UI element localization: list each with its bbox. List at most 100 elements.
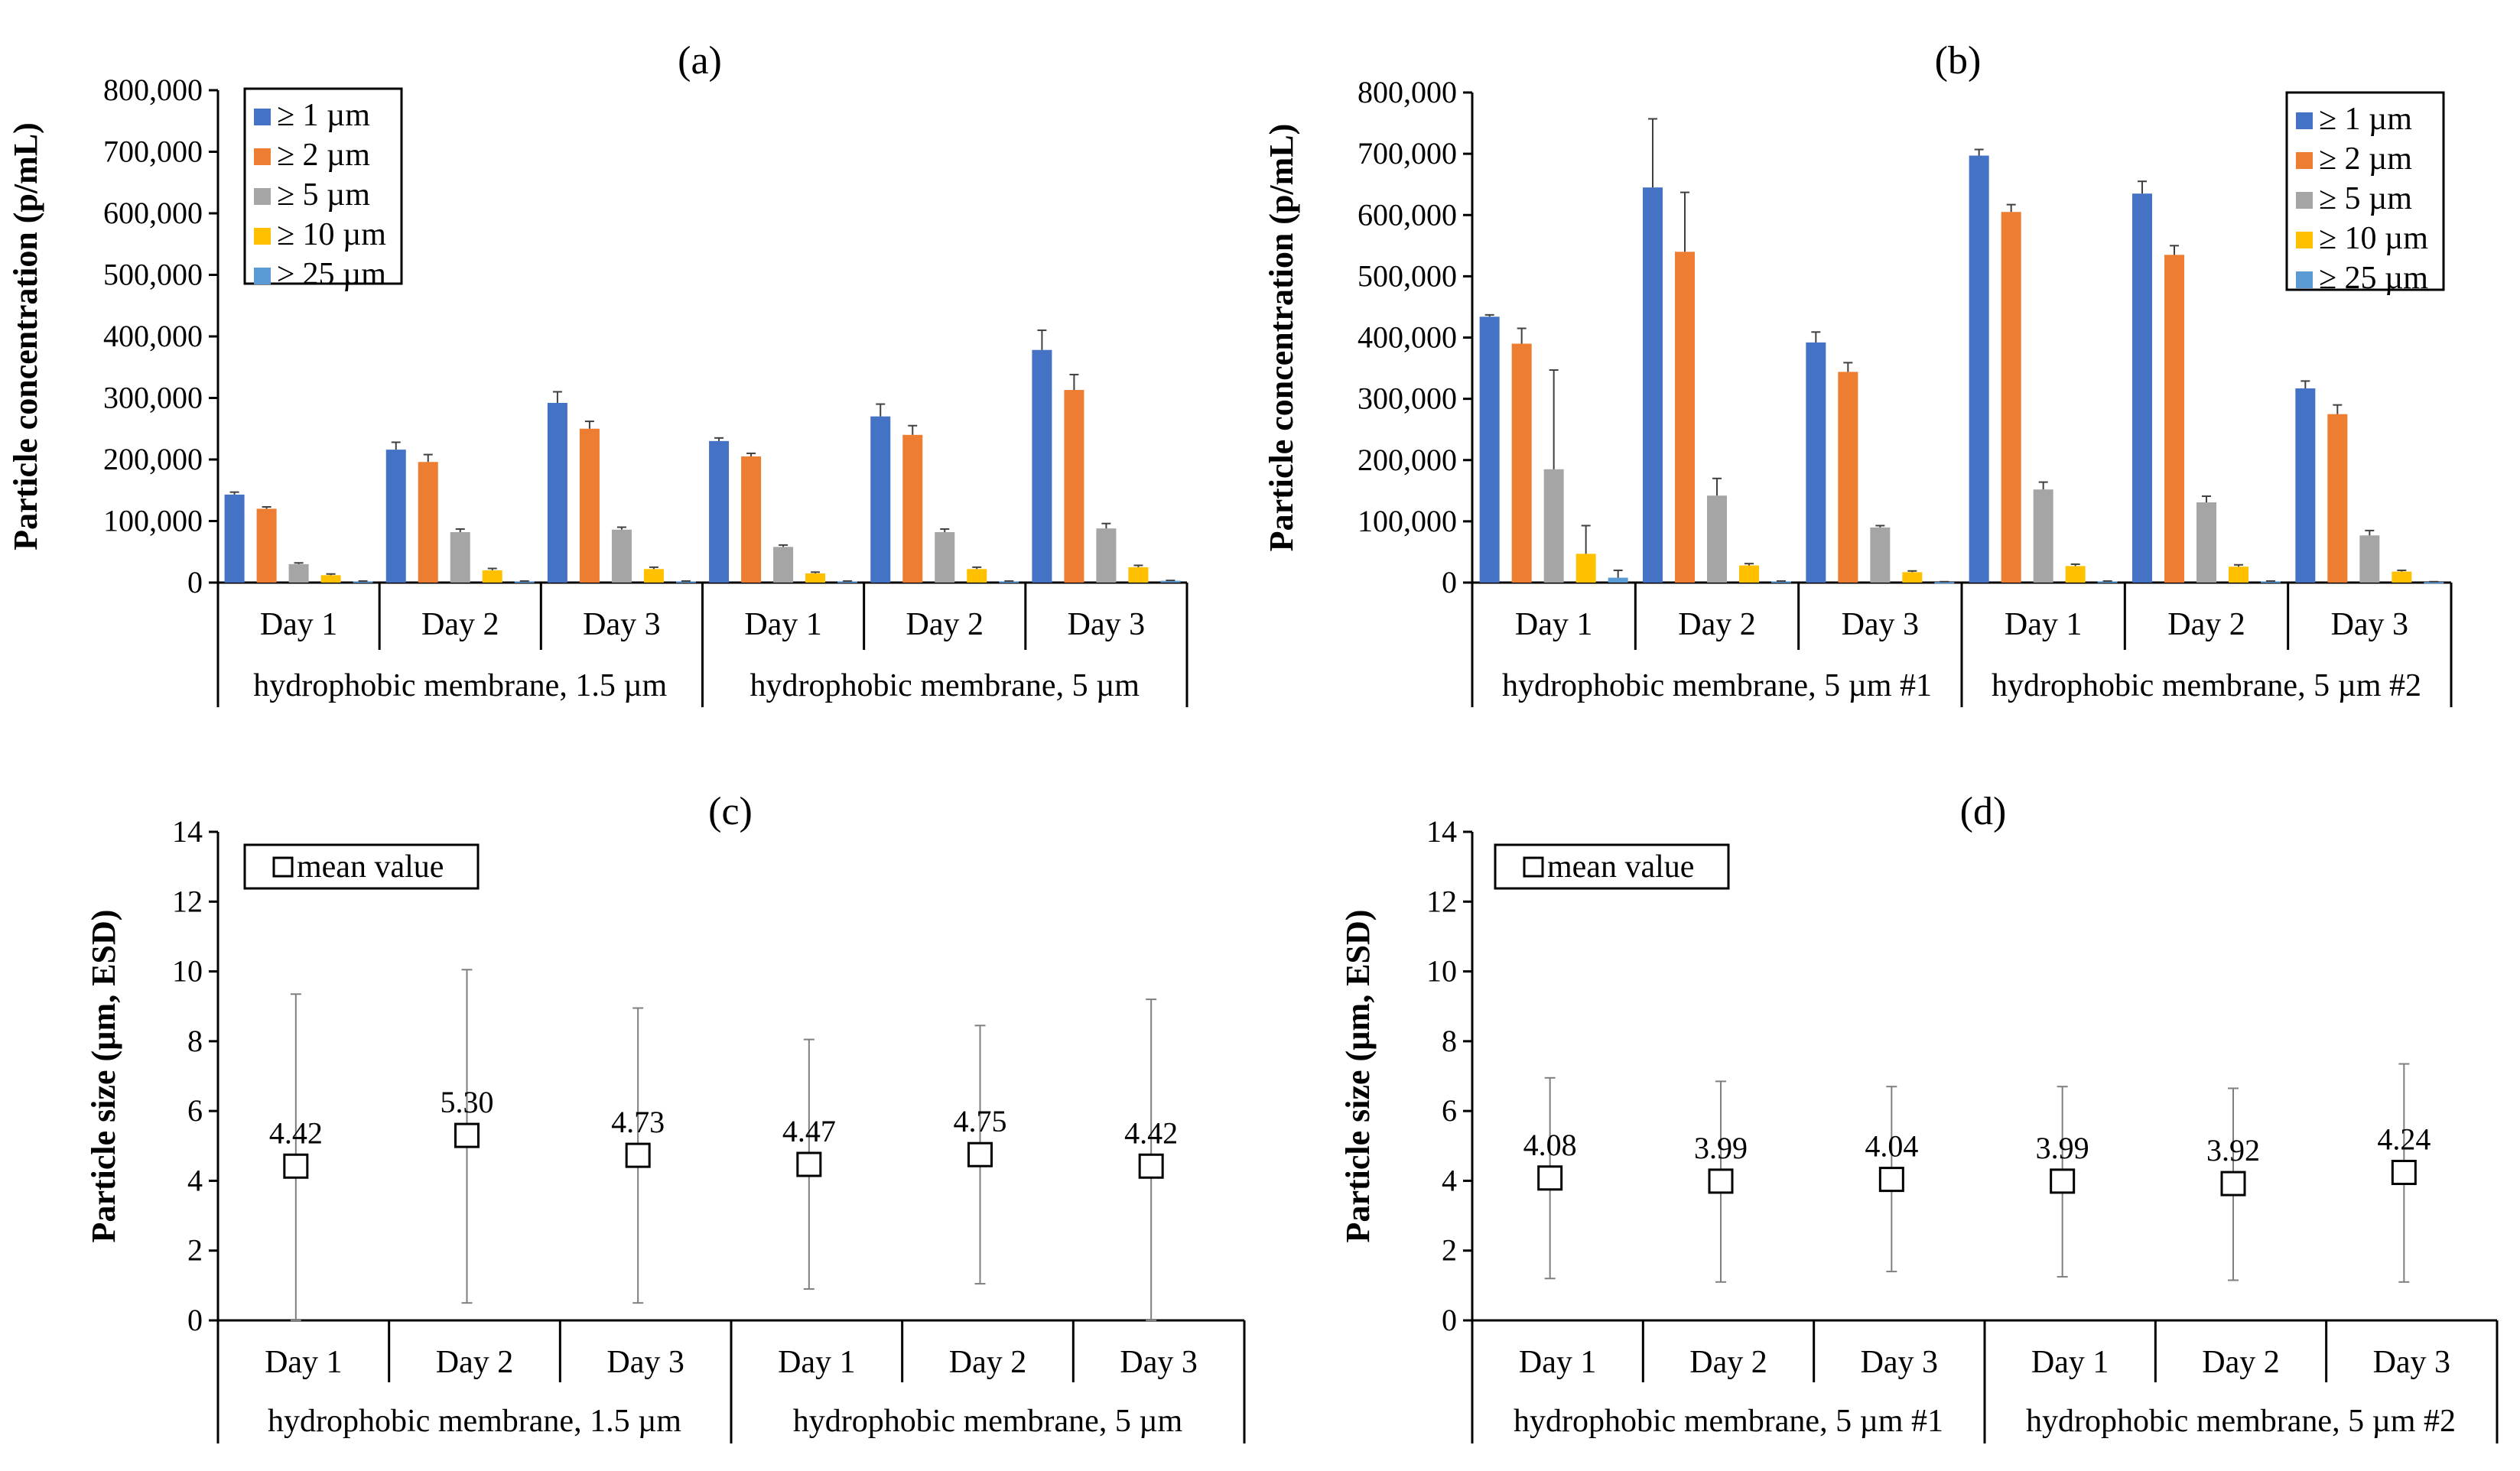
x-category-label: Day 1: [2031, 1345, 2109, 1380]
data-label: 4.75: [954, 1104, 1007, 1138]
bar: [1608, 577, 1628, 583]
bar: [256, 508, 277, 583]
panel-b: 0 100,000 200,000 300,000 400,000 500,000 600,…: [1263, 39, 2453, 707]
data-label: 4.47: [782, 1114, 836, 1148]
y-tick-label: 12: [172, 884, 203, 918]
x-category-label: Day 1: [778, 1345, 855, 1380]
x-category-label: Day 1: [260, 607, 337, 642]
legend-label: ≥ 2 µm: [2319, 141, 2412, 177]
bar: [385, 450, 406, 583]
bar: [288, 563, 309, 583]
legend-label: ≥ 5 µm: [277, 177, 370, 213]
mean-marker: [283, 1153, 309, 1179]
data-label: 4.08: [1523, 1128, 1577, 1162]
bar: [902, 434, 923, 583]
bar: [547, 402, 567, 583]
panel-a: 0 100,000 200,000 300,000 400,000 500,000 600,…: [7, 39, 1188, 707]
bar: [935, 531, 955, 583]
data-label: 4.04: [1865, 1129, 1918, 1164]
bar: [1643, 187, 1663, 583]
bar: [1838, 372, 1858, 583]
y-tick-label: 0: [187, 1303, 203, 1337]
mean-marker: [625, 1142, 651, 1168]
legend-label: ≥ 1 µm: [277, 98, 370, 133]
bar: [2229, 567, 2248, 583]
y-tick-label: 2: [1442, 1233, 1457, 1268]
bar: [2001, 212, 2021, 583]
x-group-label: hydrophobic membrane, 5 µm #2: [1992, 668, 2421, 703]
bar: [1771, 581, 1791, 583]
data-label: 4.42: [269, 1115, 323, 1150]
y-tick-label: 200,000: [1358, 443, 1457, 477]
x-category-label: Day 1: [1519, 1345, 1596, 1380]
x-category-label: Day 3: [1842, 607, 1919, 642]
legend-label: mean value: [297, 849, 444, 885]
bar: [1739, 565, 1759, 583]
x-category-label: Day 3: [1120, 1345, 1197, 1380]
bar: [837, 581, 858, 583]
x-group-label: hydrophobic membrane, 5 µm: [750, 668, 1140, 703]
y-tick-label: 2: [187, 1233, 203, 1268]
bar: [1707, 495, 1727, 583]
x-group-label: hydrophobic membrane, 1.5 µm: [268, 1404, 681, 1439]
y-tick-label: 800,000: [103, 73, 203, 107]
x-category-label: Day 1: [2005, 607, 2082, 642]
legend-swatch: [2296, 152, 2313, 169]
mean-marker: [1878, 1167, 1904, 1193]
y-axis-label: Particle concentration (p/mL): [1263, 124, 1300, 552]
x-group-label: hydrophobic membrane, 5 µm #1: [1514, 1404, 1943, 1439]
mean-marker: [2220, 1171, 2246, 1197]
bar: [709, 440, 730, 583]
y-tick-label: 8: [187, 1024, 203, 1058]
bar: [1511, 343, 1532, 583]
bar: [482, 570, 502, 583]
bar: [1575, 554, 1596, 583]
bar: [2392, 571, 2412, 583]
y-tick-label: 10: [172, 954, 203, 989]
y-tick-label: 4: [1442, 1163, 1457, 1197]
bar: [2097, 581, 2118, 583]
y-tick-label: 500,000: [1358, 258, 1457, 293]
bar: [1806, 342, 1826, 583]
y-tick-label: 4: [187, 1163, 203, 1197]
x-category-label: Day 2: [436, 1345, 513, 1380]
bar: [967, 569, 987, 583]
mean-marker: [1708, 1168, 1734, 1194]
x-category-label: Day 2: [421, 607, 499, 642]
bar: [805, 573, 826, 583]
bar: [2196, 502, 2216, 583]
bar: [1032, 349, 1052, 583]
x-group-label: hydrophobic membrane, 5 µm #1: [1502, 668, 1932, 703]
y-tick-label: 300,000: [1358, 382, 1457, 416]
x-category-label: Day 3: [1068, 607, 1145, 642]
x-category-label: Day 2: [949, 1345, 1026, 1380]
legend-box: [243, 87, 403, 285]
x-group-label: hydrophobic membrane, 5 µm: [793, 1404, 1183, 1439]
mean-marker: [2391, 1159, 2417, 1185]
mean-marker: [454, 1122, 480, 1148]
x-category-label: Day 3: [583, 607, 660, 642]
x-category-label: Day 3: [606, 1345, 684, 1380]
legend-swatch: [2296, 192, 2313, 209]
data-label: 5.30: [441, 1085, 494, 1119]
x-group-label: hydrophobic membrane, 5 µm #2: [2026, 1404, 2456, 1439]
data-label: 4.24: [2377, 1122, 2431, 1156]
bar: [1934, 582, 1955, 584]
data-label: 4.42: [1124, 1115, 1178, 1150]
legend-swatch: [254, 228, 271, 245]
legend-swatch: [254, 109, 271, 125]
bar: [675, 581, 696, 583]
bar: [643, 569, 664, 583]
bar: [418, 462, 438, 583]
bar: [1479, 317, 1500, 583]
legend-label: ≥ 25 µm: [277, 257, 386, 292]
legend-swatch: [2296, 271, 2313, 288]
y-axis-label: Particle size (µm, ESD): [1339, 910, 1377, 1243]
bar: [611, 529, 632, 583]
panel-c: 0 2 4 6 8 10 12 14 Day 1 Day 2 Day 3 Day 1 Day 2 Day …: [85, 790, 1246, 1443]
y-tick-label: 14: [172, 814, 203, 849]
x-category-label: Day 1: [744, 607, 821, 642]
x-category-label: Day 2: [1678, 607, 1755, 642]
mean-marker: [796, 1151, 822, 1177]
